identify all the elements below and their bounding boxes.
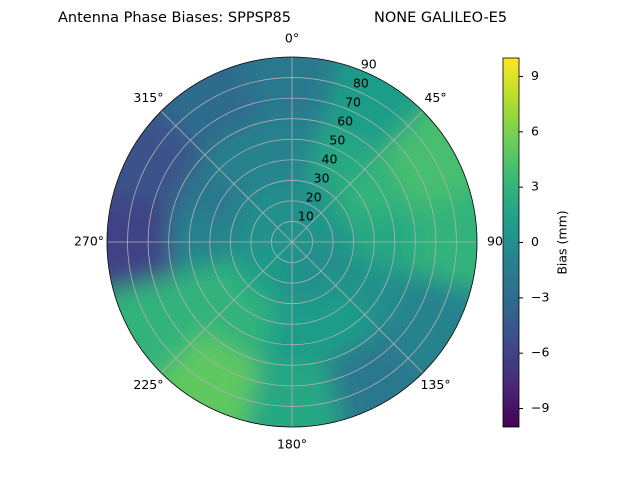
theta-tick-label: 45°	[424, 90, 446, 105]
polar-frame	[106, 56, 478, 428]
r-tick-label: 50	[329, 133, 345, 148]
colorbar	[502, 57, 520, 428]
r-tick-label: 10	[298, 209, 314, 224]
colorbar-tick-label: 6	[531, 123, 539, 138]
theta-tick-label: 0°	[285, 31, 299, 46]
colorbar-tick-label: −9	[531, 400, 549, 415]
colorbar-tick-label: 3	[531, 179, 539, 194]
theta-tick-label: 315°	[133, 90, 163, 105]
chart-subtitle: NONE GALILEO-E5	[374, 10, 507, 26]
colorbar-tick-label: 9	[531, 68, 539, 83]
theta-tick-label: 180°	[277, 437, 307, 452]
theta-tick-label: 270°	[74, 234, 104, 249]
r-tick-label: 60	[337, 114, 353, 129]
colorbar-tick-label: 0	[531, 234, 539, 249]
r-tick-label: 70	[345, 95, 361, 110]
chart-title: Antenna Phase Biases: SPPSP85	[58, 10, 291, 26]
grid-spoke	[160, 110, 293, 243]
colorbar-tick-label: −6	[531, 345, 549, 360]
r-tick-label: 40	[322, 152, 338, 167]
colorbar-label: Bias (mm)	[555, 210, 570, 274]
r-tick-label: 20	[306, 190, 322, 205]
theta-tick-label: 90	[487, 234, 503, 249]
r-tick-label: 30	[314, 171, 330, 186]
grid-spoke	[160, 241, 293, 374]
theta-tick-label: 135°	[420, 377, 450, 392]
grid-spoke	[291, 241, 424, 374]
r-tick-label: 80	[353, 76, 369, 91]
theta-tick-label: 225°	[133, 377, 163, 392]
colorbar-tick-label: −3	[531, 289, 549, 304]
r-tick-label: 90	[361, 57, 377, 72]
grid-spoke	[291, 110, 424, 243]
